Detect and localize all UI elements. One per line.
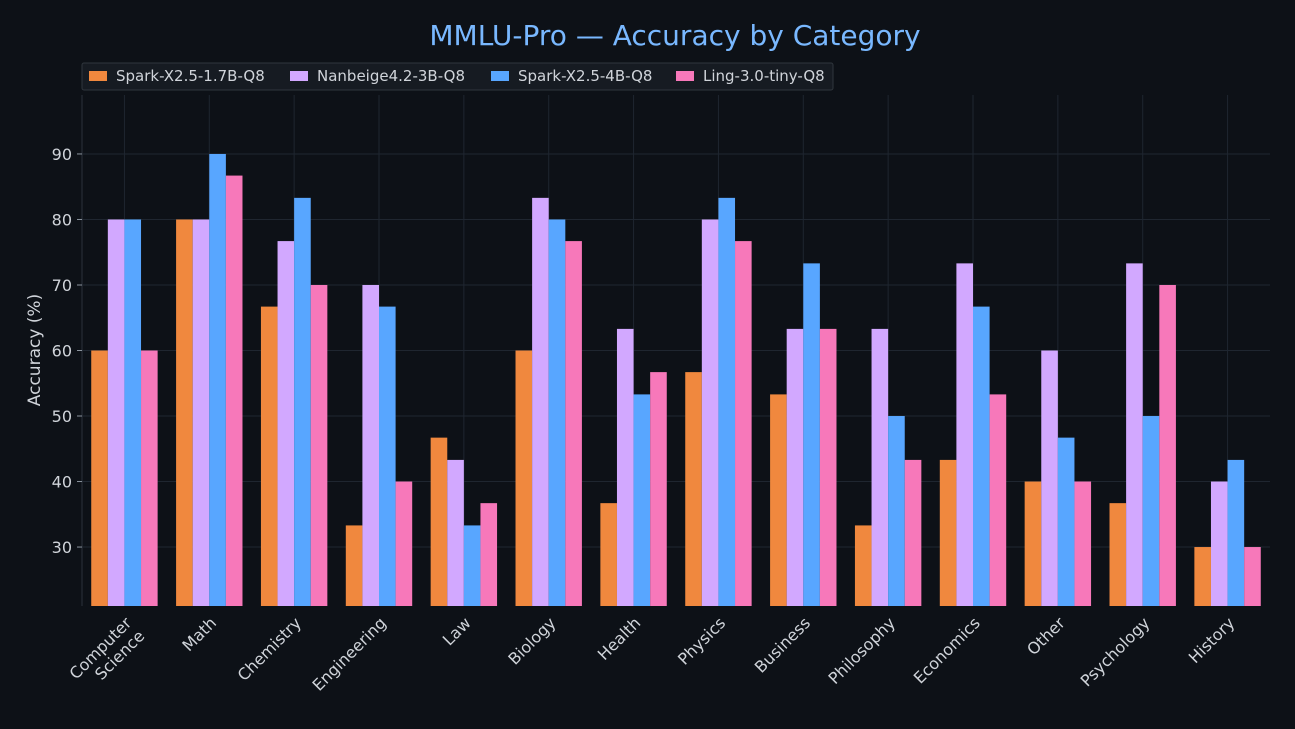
bar [770, 394, 787, 606]
bar [1210, 481, 1228, 606]
bar [277, 241, 295, 607]
bar [735, 241, 752, 607]
bar [685, 372, 702, 606]
bar [548, 219, 566, 606]
bar [1109, 503, 1127, 606]
bar [854, 525, 872, 606]
legend-label: Ling-3.0-tiny-Q8 [703, 67, 825, 85]
legend: Spark-X2.5-1.7B-Q8 Nanbeige4.2-3B-Q8 Spark… [81, 62, 834, 91]
bar [362, 284, 379, 606]
bar [480, 503, 498, 606]
y-ticks: 30 40 50 60 70 80 90 [52, 145, 82, 557]
legend-label: Spark-X2.5-1.7B-Q8 [116, 67, 265, 85]
bar [888, 416, 905, 606]
bar [141, 350, 158, 606]
bar [209, 153, 226, 606]
bar [1244, 547, 1261, 606]
bar [395, 481, 413, 606]
bar [1227, 459, 1245, 606]
bar [124, 219, 142, 606]
legend-swatch [491, 71, 509, 81]
bar [1194, 547, 1211, 606]
y-tick-label: 30 [52, 538, 72, 557]
bar [819, 328, 837, 606]
bars [91, 153, 1261, 607]
legend-label: Spark-X2.5-4B-Q8 [518, 67, 652, 85]
y-tick-label: 40 [52, 473, 72, 492]
legend-swatch [89, 71, 107, 81]
bar [616, 328, 634, 606]
bar [310, 284, 328, 606]
legend-box [81, 62, 834, 91]
bar [345, 525, 363, 606]
bar [701, 219, 719, 606]
legend-swatch [676, 71, 694, 81]
bar [565, 241, 582, 607]
bar [904, 459, 922, 606]
bar [1126, 263, 1143, 606]
bar [1074, 481, 1092, 606]
bar [1057, 437, 1075, 606]
y-tick-label: 80 [52, 210, 72, 229]
y-tick-label: 50 [52, 407, 72, 426]
bar [650, 372, 667, 606]
bar [718, 197, 736, 606]
bar [633, 394, 651, 606]
bar [107, 219, 125, 606]
legend-label: Nanbeige4.2-3B-Q8 [317, 67, 465, 85]
bar [600, 503, 617, 606]
bar [430, 437, 448, 606]
bar [989, 394, 1007, 606]
bar [532, 197, 549, 606]
bar [803, 263, 820, 606]
bar [91, 350, 108, 606]
bar [176, 219, 193, 606]
bar [973, 306, 990, 606]
bar [956, 263, 973, 606]
bar [192, 219, 210, 606]
y-axis-label: Accuracy (%) [25, 294, 45, 406]
bar [294, 197, 311, 606]
bar [1041, 350, 1058, 606]
bar [463, 525, 481, 606]
bar [1159, 284, 1176, 606]
legend-swatch [290, 71, 308, 81]
bar [225, 175, 243, 607]
y-tick-label: 60 [52, 342, 72, 361]
bar [939, 459, 957, 606]
bar [1024, 481, 1042, 606]
y-tick-label: 90 [52, 145, 72, 164]
bar [379, 306, 396, 606]
bar [515, 350, 533, 606]
bar [871, 328, 889, 606]
y-tick-label: 70 [52, 276, 72, 295]
bar [260, 306, 278, 606]
bar [1142, 416, 1160, 606]
chart-title: MMLU-Pro — Accuracy by Category [429, 19, 920, 52]
bar [786, 328, 804, 606]
bar [447, 459, 464, 606]
